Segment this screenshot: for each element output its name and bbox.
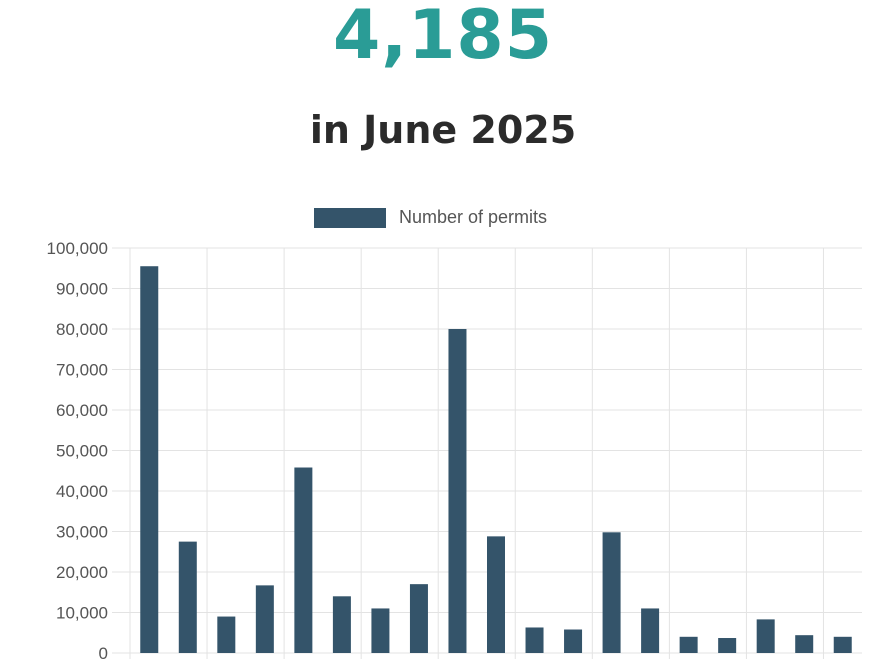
bar[interactable] <box>448 329 467 653</box>
y-tick-label: 50,000 <box>56 442 108 461</box>
bar[interactable] <box>679 636 698 653</box>
bar[interactable] <box>756 619 775 653</box>
bar[interactable] <box>564 629 583 653</box>
y-tick-label: 0 <box>99 644 108 663</box>
bar[interactable] <box>641 608 660 653</box>
bar[interactable] <box>795 635 814 653</box>
bar[interactable] <box>294 467 313 653</box>
bar[interactable] <box>178 541 197 653</box>
bar[interactable] <box>140 266 159 653</box>
permits-bar-chart: Number of permits 0 10,000 20,000 30,000 40,… <box>47 207 862 663</box>
headline-stat-caption: in June 2025 <box>309 108 577 152</box>
y-tick-label: 10,000 <box>56 604 108 623</box>
bar[interactable] <box>602 532 621 653</box>
bar[interactable] <box>718 638 737 653</box>
bar[interactable] <box>525 627 544 653</box>
bar[interactable] <box>833 636 852 653</box>
y-axis: 0 10,000 20,000 30,000 40,000 50,000 60,000 70,… <box>47 239 108 663</box>
headline-stat-value: 4,185 <box>332 0 554 75</box>
y-tick-label: 30,000 <box>56 523 108 542</box>
y-tick-label: 90,000 <box>56 280 108 299</box>
bar[interactable] <box>217 616 236 653</box>
bar[interactable] <box>255 585 274 653</box>
bar[interactable] <box>332 596 351 653</box>
legend-swatch <box>314 208 386 228</box>
chart-legend[interactable]: Number of permits <box>314 207 547 228</box>
y-tick-label: 20,000 <box>56 563 108 582</box>
y-tick-label: 100,000 <box>47 239 108 258</box>
y-tick-label: 40,000 <box>56 482 108 501</box>
y-tick-label: 70,000 <box>56 361 108 380</box>
y-tick-label: 60,000 <box>56 401 108 420</box>
y-tick-label: 80,000 <box>56 320 108 339</box>
bar[interactable] <box>371 608 390 653</box>
bar-series <box>140 266 852 653</box>
legend-label-number-of-permits: Number of permits <box>399 207 547 227</box>
bar[interactable] <box>409 584 428 653</box>
bar[interactable] <box>487 536 505 653</box>
chart-grid <box>112 247 862 659</box>
